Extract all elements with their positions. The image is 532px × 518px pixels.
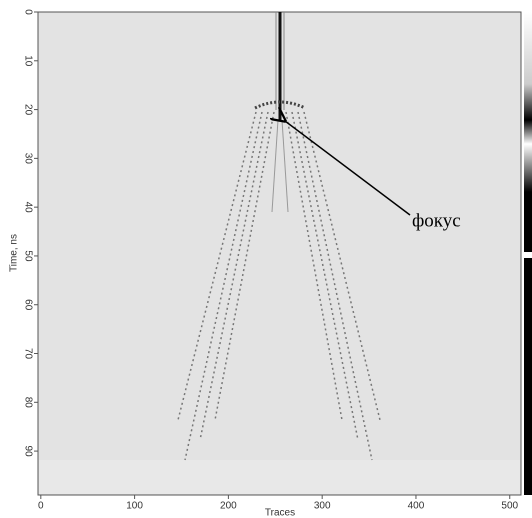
- image-content: [177, 12, 381, 461]
- x-tick-label: 500: [501, 501, 518, 512]
- colorbar: [524, 258, 532, 495]
- y-tick-label: 80: [22, 397, 33, 409]
- annotation-arrow: [285, 121, 411, 216]
- y-tick-label: 30: [22, 153, 33, 165]
- y-tick-label: 60: [22, 299, 33, 311]
- y-tick-label: 0: [22, 9, 33, 15]
- x-tick-label: 0: [38, 501, 44, 512]
- y-tick-label: 50: [22, 250, 33, 262]
- x-tick-label: 300: [314, 501, 331, 512]
- x-tick-label: 400: [408, 501, 425, 512]
- x-axis-label: Traces: [265, 508, 295, 518]
- y-tick-label: 20: [22, 104, 33, 116]
- x-tick-label: 100: [126, 501, 143, 512]
- plot-band: [39, 460, 520, 494]
- y-axis-label: Time, ns: [9, 234, 20, 272]
- y-tick-label: 10: [22, 55, 33, 67]
- y-tick-label: 90: [22, 446, 33, 458]
- x-tick-label: 200: [220, 501, 237, 512]
- y-tick-label: 40: [22, 202, 33, 214]
- y-tick-label: 70: [22, 348, 33, 360]
- colorbar: [524, 12, 532, 252]
- annotation: фокус: [412, 210, 461, 231]
